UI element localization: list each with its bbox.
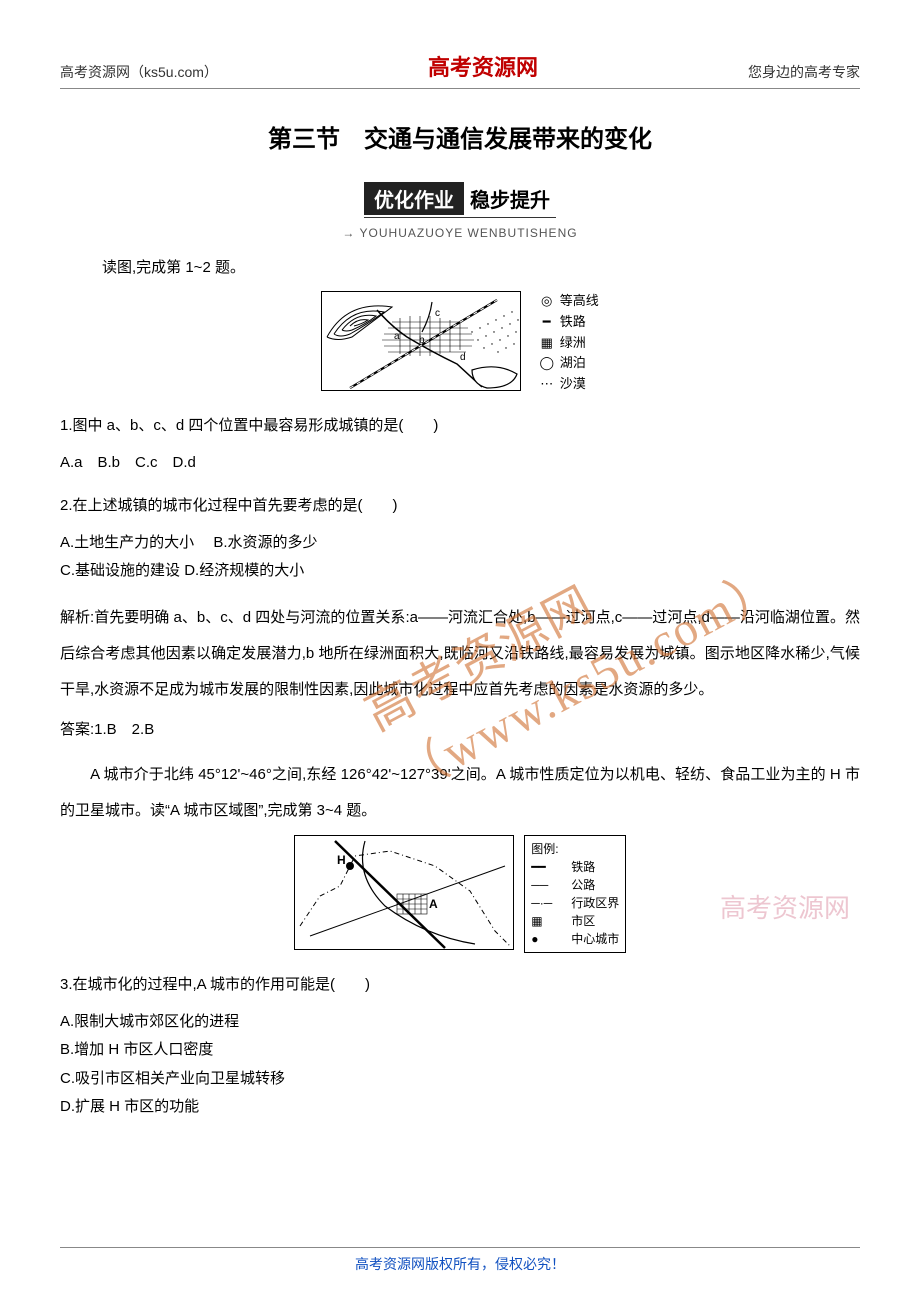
label-c: c	[435, 308, 440, 319]
q3-stem: 3.在城市化的过程中,A 城市的作用可能是( )	[60, 971, 860, 998]
q3-opt-d: D.扩展 H 市区的功能	[60, 1093, 860, 1122]
q3-options: A.限制大城市郊区化的进程 B.增加 H 市区人口密度 C.吸引市区相关产业向卫…	[60, 1008, 860, 1122]
header-center-logo: 高考资源网	[428, 50, 538, 82]
legend2-boundary: 行政区界	[571, 896, 619, 910]
label-d: d	[460, 352, 466, 363]
q2-stem: 2.在上述城镇的城市化过程中首先要考虑的是( )	[60, 492, 860, 519]
map-1-svg: a b c d	[321, 291, 521, 391]
map-2-svg: H A	[294, 835, 514, 950]
page-header: 高考资源网（ks5u.com） 高考资源网 您身边的高考专家	[60, 50, 860, 89]
q2-opt-a: A.土地生产力的大小	[60, 534, 194, 551]
legend-2: 图例: ━━铁路 ──公路 ─·─行政区界 ▦市区 ●中心城市	[524, 835, 626, 953]
section-title: 第三节 交通与通信发展带来的变化	[60, 119, 860, 154]
banner: 优化作业稳步提升	[60, 182, 860, 218]
q2-opt-c: C.基础设施的建设	[60, 562, 180, 579]
label-a: a	[394, 331, 400, 342]
banner-pinyin-text: YOUHUAZUOYE WENBUTISHENG	[360, 226, 578, 240]
q2-opt-b: B.水资源的多少	[213, 534, 317, 551]
banner-black-box: 优化作业	[364, 182, 464, 215]
legend2-road: 公路	[571, 878, 595, 892]
figure-2: H A 图例: ━━铁路 ──公路 ─·─行政区界 ▦市区 ●中心城市	[60, 835, 860, 955]
banner-right-text: 稳步提升	[464, 182, 556, 215]
q2-options: A.土地生产力的大小 B.水资源的多少 C.基础设施的建设 D.经济规模的大小	[60, 529, 860, 586]
rail-icon: ━	[534, 312, 560, 333]
q1-stem: 1.图中 a、b、c、d 四个位置中最容易形成城镇的是( )	[60, 412, 860, 439]
legend2-road-icon: ──	[531, 876, 571, 894]
banner-pinyin: → YOUHUAZUOYE WENBUTISHENG	[60, 226, 860, 240]
label-H: H	[337, 853, 346, 867]
legend2-center: 中心城市	[571, 932, 619, 946]
legend-desert: 沙漠	[560, 376, 586, 391]
legend2-urban-icon: ▦	[531, 912, 571, 930]
legend-contour: 等高线	[560, 293, 599, 308]
legend2-title: 图例:	[531, 840, 619, 858]
label-A: A	[429, 897, 438, 911]
q2-opt-d: D.经济规模的大小	[184, 562, 304, 579]
q3-opt-b: B.增加 H 市区人口密度	[60, 1036, 860, 1065]
arrow-icon: →	[342, 226, 355, 240]
prompt-q3-4: A 城市介于北纬 45°12'~46°之间,东经 126°42'~127°39'…	[60, 757, 860, 829]
oasis-icon: ▦	[534, 333, 560, 354]
contour-icon: ◎	[534, 291, 560, 312]
legend-oasis: 绿洲	[560, 335, 586, 350]
answer-1-2: 答案:1.B 2.B	[60, 718, 860, 739]
q3-opt-a: A.限制大城市郊区化的进程	[60, 1008, 860, 1037]
legend2-rail-icon: ━━	[531, 858, 571, 876]
legend2-boundary-icon: ─·─	[531, 894, 571, 912]
page-footer: 高考资源网版权所有，侵权必究！	[60, 1247, 860, 1274]
legend-lake: 湖泊	[560, 355, 586, 370]
figure-1: a b c d ◎等高线 ━铁路 ▦绿洲 ◯湖泊 ⋯沙漠	[60, 291, 860, 396]
legend-1: ◎等高线 ━铁路 ▦绿洲 ◯湖泊 ⋯沙漠	[534, 291, 599, 395]
q3-opt-c: C.吸引市区相关产业向卫星城转移	[60, 1065, 860, 1094]
desert-icon: ⋯	[534, 374, 560, 395]
prompt-q1-2: 读图,完成第 1~2 题。	[102, 256, 860, 277]
label-b: b	[419, 335, 425, 346]
q1-options: A.a B.b C.c D.d	[60, 449, 860, 478]
analysis-1-2: 解析:首先要明确 a、b、c、d 四处与河流的位置关系:a——河流汇合处,b——…	[60, 600, 860, 708]
header-right: 您身边的高考专家	[748, 62, 860, 82]
header-left: 高考资源网（ks5u.com）	[60, 62, 218, 82]
legend2-urban: 市区	[571, 914, 595, 928]
lake-icon: ◯	[534, 353, 560, 374]
legend2-center-icon: ●	[531, 930, 571, 948]
legend-rail: 铁路	[560, 314, 586, 329]
legend2-rail: 铁路	[571, 860, 595, 874]
